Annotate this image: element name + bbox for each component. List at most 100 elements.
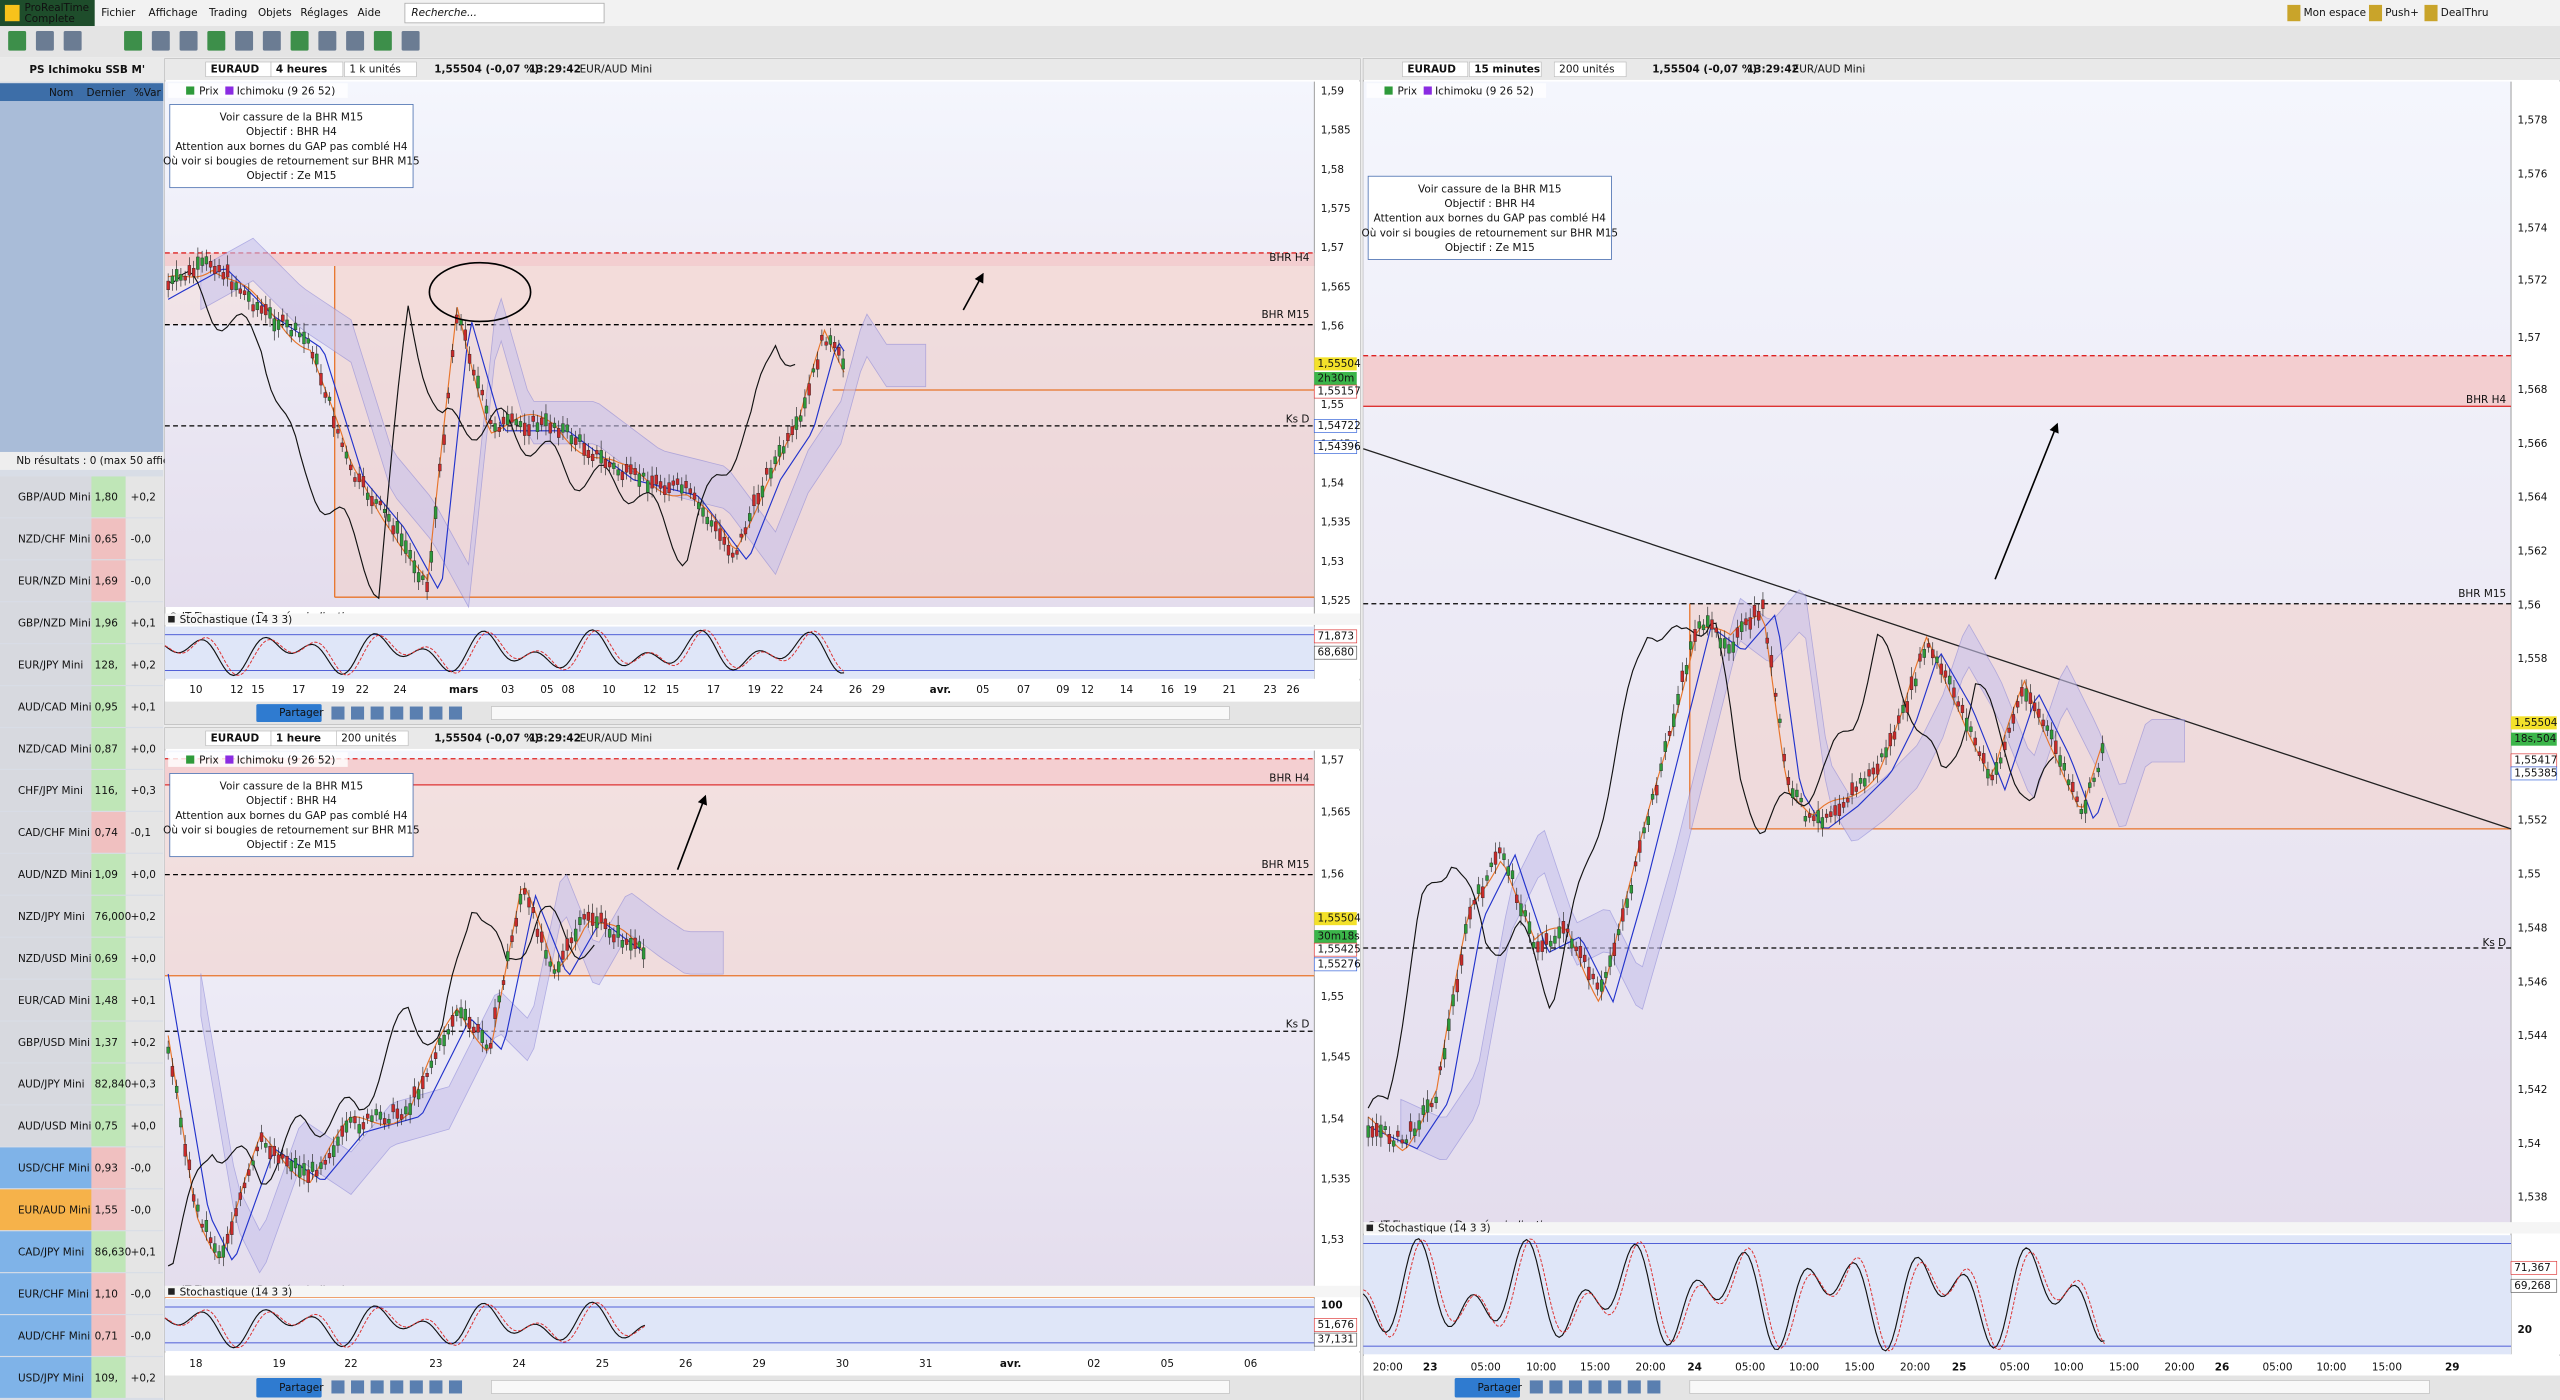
header-timeframe[interactable]: 4 heures	[276, 63, 327, 75]
row-name[interactable]: USD/JPY Mini	[18, 1372, 84, 1384]
tool-icon[interactable]	[290, 31, 309, 51]
row-name[interactable]: AUD/CAD Mini	[18, 701, 92, 713]
menu-item[interactable]: Objets	[258, 7, 292, 19]
toolbar-icon[interactable]	[370, 706, 384, 720]
row-name[interactable]: EUR/AUD Mini	[18, 1205, 91, 1217]
toolbar-icon[interactable]	[351, 1380, 365, 1394]
toolbar-icon[interactable]	[390, 1380, 404, 1394]
row-name[interactable]: CHF/JPY Mini	[18, 785, 83, 797]
scrollbar[interactable]	[1689, 1380, 2430, 1394]
share-label[interactable]: Partager	[279, 707, 324, 719]
header-dropdown[interactable]	[1469, 61, 1542, 78]
share-button[interactable]	[256, 704, 322, 723]
header-dropdown[interactable]	[1553, 61, 1627, 78]
header-dropdown[interactable]	[1402, 61, 1469, 78]
scrollbar[interactable]	[491, 1380, 1230, 1394]
column-header[interactable]: Dernier	[87, 87, 127, 99]
top-button[interactable]: DealThru	[2441, 7, 2489, 19]
menu-item[interactable]: Affichage	[149, 7, 198, 19]
legend-item[interactable]: Ichimoku (9 26 52)	[1435, 85, 1534, 97]
share-label[interactable]: Partager	[279, 1382, 324, 1394]
row-name[interactable]: AUD/CHF Mini	[18, 1330, 90, 1342]
share-label[interactable]: Partager	[1478, 1382, 1523, 1394]
toolbar-icon[interactable]	[1588, 1380, 1602, 1394]
tool-icon[interactable]	[35, 31, 54, 51]
row-name[interactable]: GBP/USD Mini	[18, 1037, 90, 1049]
tool-icon[interactable]	[124, 31, 143, 51]
tool-icon[interactable]	[262, 31, 281, 51]
row-name[interactable]: AUD/USD Mini	[18, 1121, 91, 1133]
toolbar-icon[interactable]	[448, 706, 463, 720]
toolbar-icon[interactable]	[331, 706, 345, 720]
tool-icon[interactable]	[151, 31, 170, 51]
header-symbol[interactable]: EURAUD	[211, 63, 260, 75]
search-placeholder[interactable]: Recherche...	[411, 7, 477, 19]
header-dropdown[interactable]	[270, 61, 344, 78]
row-name[interactable]: EUR/CHF Mini	[18, 1288, 89, 1300]
row-name[interactable]: AUD/NZD Mini	[18, 869, 92, 881]
header-units[interactable]: 1 k unités	[349, 63, 400, 75]
row-name[interactable]: CAD/JPY Mini	[18, 1246, 84, 1258]
row-name[interactable]: NZD/CHF Mini	[18, 534, 90, 546]
header-symbol[interactable]: EURAUD	[211, 732, 260, 744]
toolbar-icon[interactable]	[429, 1380, 443, 1394]
menu-item[interactable]: Trading	[208, 7, 247, 19]
toolbar-icon[interactable]	[1549, 1380, 1563, 1394]
menu-item[interactable]: Réglages	[300, 7, 348, 19]
toolbar-icon[interactable]	[370, 1380, 384, 1394]
row-name[interactable]: GBP/NZD Mini	[18, 617, 91, 629]
toolbar-icon[interactable]	[1529, 1380, 1543, 1394]
toolbar-icon[interactable]	[409, 1380, 423, 1394]
tool-icon[interactable]	[318, 31, 337, 51]
header-units[interactable]: 200 unités	[1559, 63, 1614, 75]
legend-item[interactable]: Ichimoku (9 26 52)	[237, 754, 336, 766]
row-name[interactable]: USD/CHF Mini	[18, 1163, 90, 1175]
toolbar-icon[interactable]	[1608, 1380, 1622, 1394]
top-button[interactable]: Mon espace	[2304, 7, 2366, 19]
toolbar-icon[interactable]	[331, 1380, 345, 1394]
column-header[interactable]: Nom	[49, 87, 73, 99]
tool-icon[interactable]	[401, 31, 420, 51]
scrollbar[interactable]	[491, 706, 1230, 720]
legend-item[interactable]: Prix	[199, 754, 218, 766]
tool-icon[interactable]	[179, 31, 198, 51]
toolbar-icon[interactable]	[390, 706, 404, 720]
legend-item[interactable]: Ichimoku (9 26 52)	[237, 85, 336, 97]
column-header[interactable]: %Var	[134, 87, 162, 99]
tool-icon[interactable]	[346, 31, 365, 51]
tool-icon[interactable]	[235, 31, 254, 51]
toolbar-icon[interactable]	[448, 1380, 463, 1394]
share-button[interactable]	[256, 1377, 322, 1398]
tool-icon[interactable]	[63, 31, 82, 51]
header-dropdown[interactable]	[336, 730, 409, 747]
row-name[interactable]: NZD/JPY Mini	[18, 911, 85, 923]
toolbar-icon[interactable]	[1568, 1380, 1583, 1394]
row-name[interactable]: EUR/NZD Mini	[18, 576, 91, 588]
toolbar-icon[interactable]	[351, 706, 365, 720]
search-box[interactable]	[404, 2, 605, 24]
legend-item[interactable]: Prix	[1398, 85, 1417, 97]
tool-icon[interactable]	[207, 31, 226, 51]
legend-item[interactable]: Prix	[199, 85, 218, 97]
tool-icon[interactable]	[8, 31, 27, 51]
header-timeframe[interactable]: 1 heure	[276, 732, 321, 744]
row-name[interactable]: CAD/CHF Mini	[18, 827, 90, 839]
top-button[interactable]: Push+	[2385, 7, 2419, 19]
row-name[interactable]: NZD/CAD Mini	[18, 743, 92, 755]
row-name[interactable]: GBP/AUD Mini	[18, 492, 91, 504]
row-name[interactable]: EUR/JPY Mini	[18, 659, 83, 671]
toolbar-icon[interactable]	[429, 706, 443, 720]
tool-icon[interactable]	[373, 31, 392, 51]
header-units[interactable]: 200 unités	[341, 732, 396, 744]
menu-item[interactable]: Aide	[358, 7, 381, 19]
header-dropdown[interactable]	[344, 61, 417, 78]
menu-item[interactable]: Fichier	[101, 7, 136, 19]
share-button[interactable]	[1454, 1377, 1520, 1398]
row-name[interactable]: EUR/CAD Mini	[18, 995, 90, 1007]
toolbar-icon[interactable]	[1627, 1380, 1641, 1394]
row-name[interactable]: NZD/USD Mini	[18, 953, 92, 965]
toolbar-icon[interactable]	[1647, 1380, 1661, 1394]
toolbar-icon[interactable]	[409, 706, 423, 720]
header-timeframe[interactable]: 15 minutes	[1474, 63, 1540, 75]
row-name[interactable]: AUD/JPY Mini	[18, 1079, 85, 1091]
